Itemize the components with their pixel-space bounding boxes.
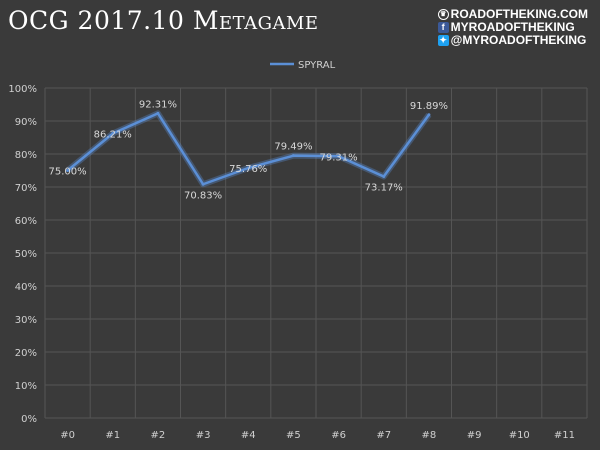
y-tick-label: 50% bbox=[15, 249, 37, 260]
data-label: 79.31% bbox=[320, 152, 358, 163]
twitter-icon: ✦ bbox=[437, 35, 449, 46]
data-point[interactable] bbox=[382, 175, 386, 179]
y-tick-label: 40% bbox=[15, 282, 37, 293]
data-label: 79.49% bbox=[274, 142, 312, 153]
data-label: 92.31% bbox=[139, 99, 177, 110]
data-point[interactable] bbox=[201, 182, 205, 186]
data-point[interactable] bbox=[66, 169, 70, 172]
data-label: 73.17% bbox=[365, 183, 403, 194]
data-label: 70.83% bbox=[184, 190, 222, 201]
brand-facebook[interactable]: MYROADOFTHEKING bbox=[450, 20, 575, 34]
x-tick-label: #6 bbox=[331, 430, 346, 441]
x-tick-label: #5 bbox=[286, 430, 301, 441]
y-tick-label: 10% bbox=[15, 381, 37, 392]
y-tick-label: 100% bbox=[8, 84, 37, 95]
brand-facebook-line: f MYROADOFTHEKING bbox=[437, 20, 588, 34]
series-spyral bbox=[65, 110, 432, 188]
x-tick-label: #10 bbox=[509, 430, 530, 441]
y-tick-label: 60% bbox=[15, 216, 37, 227]
x-tick-label: #4 bbox=[241, 430, 256, 441]
data-point[interactable] bbox=[291, 154, 295, 158]
data-labels: 75.00% 86.21% 92.31% 70.83% 75.76% 79.49% 79.3… bbox=[49, 99, 448, 201]
chart-grid bbox=[44, 87, 588, 419]
brand-twitter[interactable]: @MYROADOFTHEKING bbox=[450, 33, 587, 47]
x-axis-ticks: #0 #1 #2 #3 #4 #5 #6 #7 #8 #9 #10 #11 bbox=[60, 430, 575, 441]
facebook-icon: f bbox=[437, 22, 449, 33]
x-tick-label: #8 bbox=[422, 430, 437, 441]
x-tick-label: #7 bbox=[376, 430, 391, 441]
chart-legend: SPYRAL bbox=[270, 60, 336, 71]
data-label: 86.21% bbox=[94, 130, 132, 141]
legend-label[interactable]: SPYRAL bbox=[298, 60, 336, 71]
x-tick-label: #9 bbox=[467, 430, 482, 441]
y-tick-label: 70% bbox=[15, 183, 37, 194]
brand-twitter-line: ✦ @MYROADOFTHEKING bbox=[437, 33, 588, 47]
y-tick-label: 0% bbox=[21, 414, 37, 425]
data-label: 75.76% bbox=[229, 164, 267, 175]
x-tick-label: #0 bbox=[60, 430, 75, 441]
x-tick-label: #3 bbox=[196, 430, 211, 441]
brand-block: ♛ ROADOFTHEKING.COM f MYROADOFTHEKING ✦ … bbox=[437, 7, 588, 47]
y-tick-label: 90% bbox=[15, 117, 37, 128]
x-tick-label: #11 bbox=[554, 430, 575, 441]
data-point[interactable] bbox=[337, 154, 341, 158]
y-tick-label: 30% bbox=[15, 315, 37, 326]
y-axis-ticks: 0% 10% 20% 30% 40% 50% 60% 70% 80% 90% 100% bbox=[8, 84, 37, 425]
data-label: 75.00% bbox=[49, 167, 87, 178]
data-label: 91.89% bbox=[410, 101, 448, 112]
data-point[interactable] bbox=[427, 113, 431, 117]
brand-site-line: ♛ ROADOFTHEKING.COM bbox=[437, 7, 588, 21]
x-tick-label: #1 bbox=[105, 430, 120, 441]
y-tick-label: 80% bbox=[15, 150, 37, 161]
brand-site[interactable]: ROADOFTHEKING.COM bbox=[450, 7, 588, 21]
crown-logo-icon: ♛ bbox=[437, 9, 449, 20]
data-point[interactable] bbox=[156, 111, 160, 115]
x-tick-label: #2 bbox=[151, 430, 166, 441]
y-tick-label: 20% bbox=[15, 348, 37, 359]
data-point[interactable] bbox=[246, 166, 250, 170]
chart-title: OCG 2017.10 Metagame bbox=[8, 6, 319, 35]
data-point[interactable] bbox=[111, 132, 115, 136]
